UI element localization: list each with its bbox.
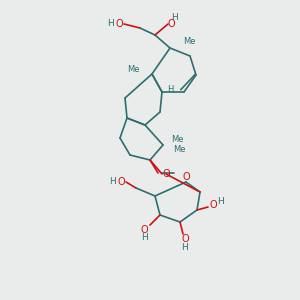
Text: O: O: [115, 19, 123, 29]
Text: O: O: [140, 225, 148, 235]
Text: H: H: [141, 233, 147, 242]
Text: Me: Me: [173, 145, 185, 154]
Text: H: H: [167, 85, 173, 94]
Text: O: O: [167, 19, 175, 29]
Text: H: H: [108, 20, 114, 28]
Text: H: H: [217, 197, 224, 206]
Text: H: H: [182, 242, 188, 251]
Text: H: H: [110, 178, 116, 187]
Text: O: O: [162, 169, 170, 179]
Text: Me: Me: [171, 134, 184, 143]
Text: O: O: [117, 177, 125, 187]
Text: O: O: [209, 200, 217, 210]
Text: O: O: [181, 234, 189, 244]
Text: Me: Me: [183, 38, 196, 46]
Text: O: O: [182, 172, 190, 182]
Text: Me: Me: [128, 65, 140, 74]
Text: H: H: [171, 13, 177, 22]
